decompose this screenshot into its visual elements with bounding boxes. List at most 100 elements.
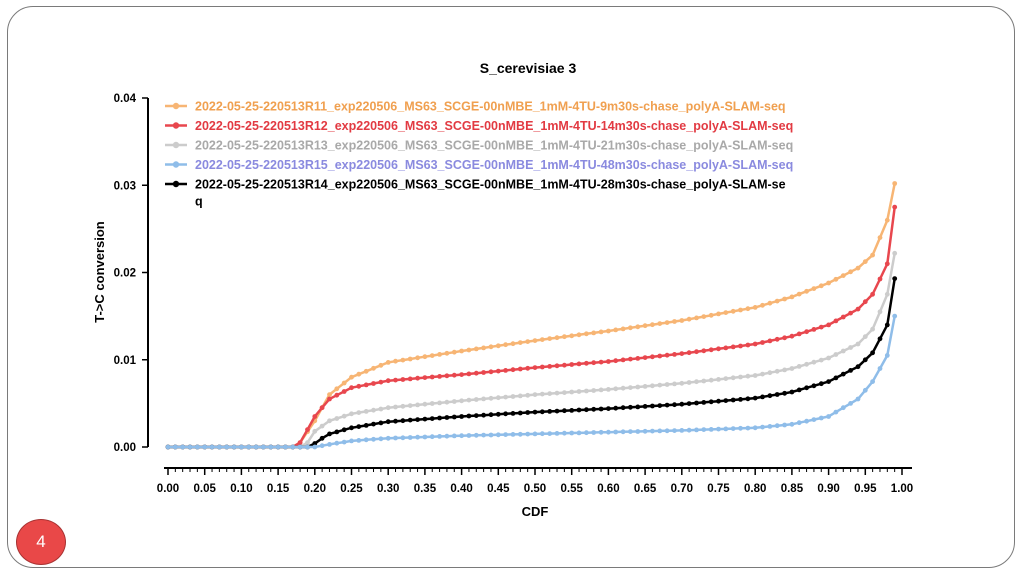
slide-frame: [7, 6, 1015, 568]
data-point: [473, 413, 479, 418]
data-point: [789, 333, 795, 339]
data-point: [466, 397, 472, 403]
data-point: [217, 444, 222, 450]
data-point: [495, 432, 501, 438]
data-point: [613, 429, 619, 435]
y-axis-label: T->C conversion: [92, 221, 107, 323]
data-point: [341, 413, 347, 419]
data-point: [268, 444, 274, 450]
data-point: [870, 291, 875, 297]
data-point: [437, 415, 442, 421]
data-point: [650, 403, 655, 409]
data-point: [378, 436, 384, 442]
data-point: [349, 385, 354, 391]
data-point: [385, 378, 391, 384]
data-point: [694, 379, 699, 385]
data-point: [209, 444, 215, 450]
data-point: [473, 370, 479, 376]
data-point: [672, 402, 677, 408]
data-point: [385, 360, 391, 365]
data-point: [539, 364, 545, 370]
data-point: [796, 420, 802, 426]
data-point: [664, 428, 670, 434]
data-point: [760, 424, 765, 430]
data-point: [870, 326, 875, 332]
data-point: [848, 310, 853, 316]
data-point: [422, 354, 428, 360]
data-point: [253, 444, 259, 450]
data-point: [598, 329, 604, 335]
data-point: [892, 276, 898, 281]
data-point: [239, 444, 244, 450]
data-point: [547, 391, 553, 396]
data-point: [525, 365, 531, 371]
data-point: [393, 404, 398, 410]
data-point: [606, 328, 611, 334]
data-point: [833, 318, 839, 324]
x-tick-label: 1.00: [891, 483, 913, 495]
data-point: [672, 428, 677, 433]
data-point: [371, 381, 376, 386]
data-point: [290, 444, 296, 450]
data-point: [877, 336, 883, 342]
series-layer: [165, 181, 898, 450]
data-point: [473, 432, 479, 438]
legend: 2022-05-25-220513R11_exp220506_MS63_SCGE…: [165, 100, 793, 209]
data-point: [862, 387, 868, 393]
data-point: [855, 364, 861, 370]
data-point: [400, 357, 406, 363]
data-point: [356, 438, 362, 443]
data-point: [341, 380, 347, 386]
data-point: [444, 350, 450, 356]
data-point: [774, 392, 780, 397]
data-point: [378, 379, 384, 385]
data-point: [892, 181, 898, 186]
data-point: [224, 444, 230, 450]
data-point: [378, 362, 384, 368]
data-point: [451, 399, 457, 404]
data-point: [767, 424, 773, 429]
data-point: [804, 329, 809, 335]
data-point: [532, 409, 538, 415]
data-point: [620, 405, 626, 411]
series-line: [168, 315, 896, 449]
data-point: [840, 273, 846, 278]
data-point: [811, 286, 817, 291]
data-point: [165, 444, 171, 450]
data-point: [371, 407, 376, 413]
data-point: [694, 315, 699, 321]
data-point: [473, 346, 479, 352]
data-point: [613, 327, 619, 333]
data-point: [312, 428, 318, 434]
data-point: [672, 352, 677, 357]
data-point: [371, 421, 376, 427]
y-tick-label: 0.01: [114, 355, 137, 367]
data-point: [767, 370, 773, 376]
x-tick-label: 0.55: [561, 483, 584, 495]
data-point: [422, 401, 428, 407]
data-point: [730, 344, 736, 350]
data-point: [657, 321, 663, 326]
data-point: [679, 380, 685, 386]
x-tick-label: 0.10: [230, 483, 252, 495]
data-point: [774, 368, 780, 374]
data-point: [400, 435, 406, 441]
data-point: [826, 379, 831, 384]
data-point: [341, 389, 347, 394]
y-tick-label: 0.02: [114, 268, 136, 280]
data-point: [407, 376, 413, 382]
data-point: [686, 380, 692, 385]
legend-label: 2022-05-25-220513R11_exp220506_MS63_SCGE…: [195, 100, 786, 114]
legend-label: 2022-05-25-220513R15_exp220506_MS63_SCGE…: [195, 158, 793, 172]
data-point: [620, 385, 626, 391]
data-point: [657, 353, 663, 359]
data-point: [547, 409, 553, 414]
data-point: [283, 444, 288, 450]
data-point: [517, 366, 523, 372]
x-tick-label: 0.45: [487, 483, 510, 495]
data-point: [884, 291, 890, 297]
legend-label: 2022-05-25-220513R14_exp220506_MS63_SCGE…: [195, 178, 786, 192]
data-point: [686, 316, 692, 322]
data-point: [363, 382, 369, 388]
data-point: [554, 335, 560, 341]
